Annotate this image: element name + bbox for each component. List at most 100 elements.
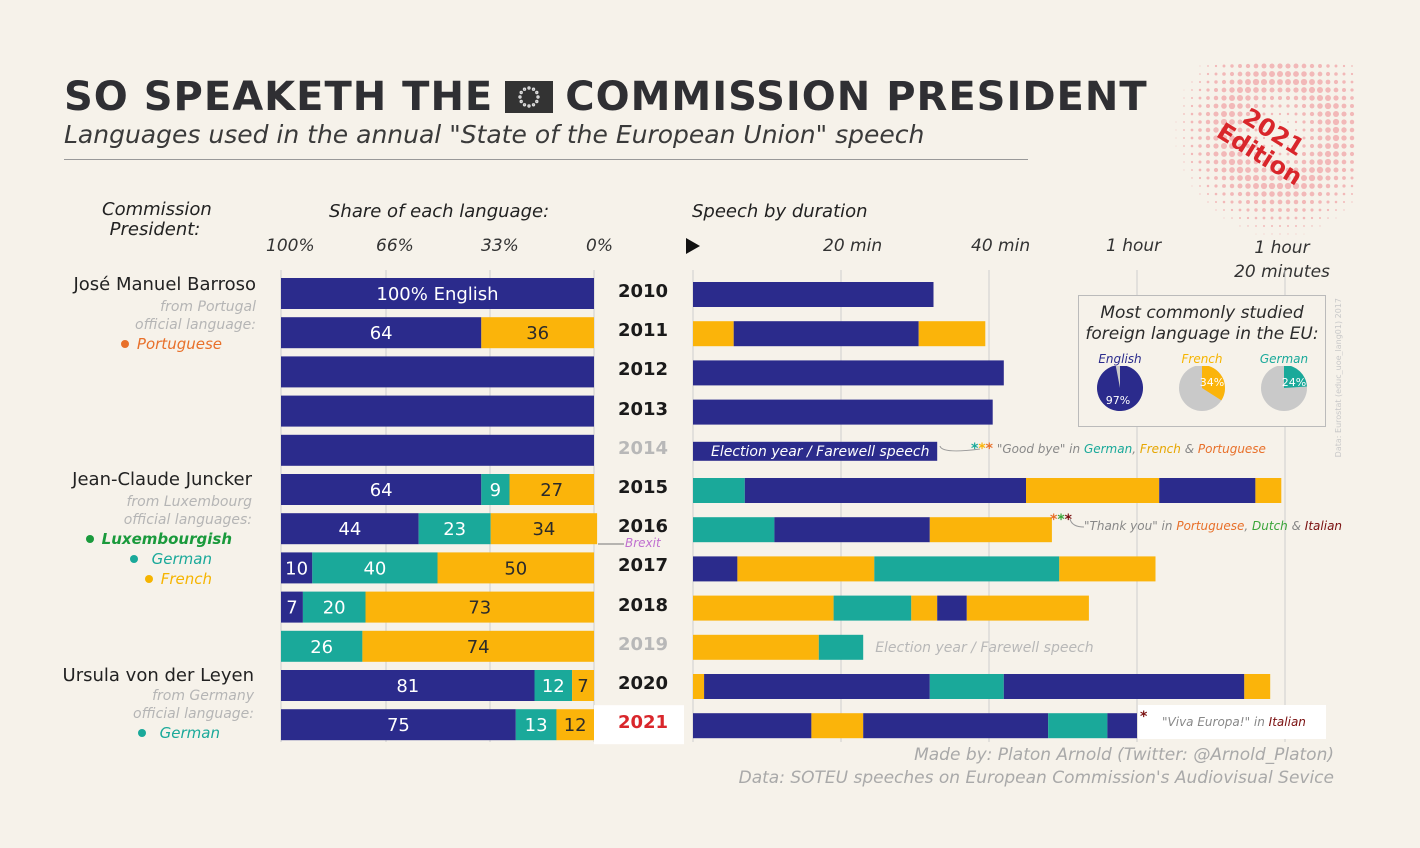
edition-dot: [1271, 137, 1273, 139]
annotation-2016-stars: ******: [1050, 512, 1072, 528]
edition-dot: [1253, 191, 1259, 197]
duration-bar-2021-2: [863, 713, 1049, 739]
edition-dot: [1301, 199, 1307, 205]
edition-dot: [1175, 121, 1177, 123]
edition-dot: [1229, 143, 1235, 149]
edition-dot: [1245, 119, 1251, 125]
flag-star: [527, 104, 531, 108]
edition-dot: [1343, 209, 1345, 211]
edition-dot: [1319, 217, 1321, 219]
edition-dot: [1254, 128, 1258, 132]
edition-dot: [1229, 95, 1235, 101]
edition-dot: [1317, 183, 1323, 189]
share-label-2016-english: 44: [338, 519, 361, 540]
edition-dot: [1302, 216, 1306, 220]
edition-dot: [1301, 87, 1307, 93]
president-official: official languages:: [123, 512, 252, 528]
edition-dot: [1342, 72, 1346, 76]
edition-dot: [1254, 144, 1258, 148]
edition-dot: [1285, 79, 1291, 85]
edition-dot: [1286, 224, 1290, 228]
share-label-2016-german: 23: [443, 519, 466, 540]
share-bar-2011-french: [481, 317, 594, 349]
share-label-2011-french: 36: [526, 323, 549, 344]
language-dot-icon: [120, 340, 129, 348]
edition-dot: [1293, 175, 1299, 181]
duration-bar-2018-3: [937, 595, 967, 621]
edition-dot: [1309, 191, 1315, 197]
share-label-2020-german: 12: [542, 676, 565, 697]
edition-dot: [1254, 208, 1258, 212]
duration-bar-2014-0: [693, 441, 938, 461]
share-bar-2018-french: [365, 591, 594, 623]
edition-dot: [1341, 151, 1347, 157]
pie-label-german: German: [1259, 352, 1309, 366]
year-label-2016: 2016: [617, 516, 669, 538]
share-bar-2020-english: [281, 670, 535, 701]
edition-dot: [1183, 153, 1185, 155]
duration-bar-2020-4: [1244, 674, 1271, 699]
edition-dot: [1350, 176, 1354, 180]
edition-dot: [1276, 182, 1284, 190]
edition-dot: [1310, 208, 1314, 212]
edition-dot: [1262, 144, 1266, 148]
edition-dot: [1239, 217, 1241, 219]
edition-dot: [1237, 71, 1243, 77]
edition-dot: [1269, 95, 1275, 101]
president-name: Ursula von der Leyen: [62, 665, 254, 686]
edition-dot: [1333, 103, 1339, 109]
edition-dot: [1191, 177, 1193, 179]
edition-dot: [1301, 183, 1307, 189]
share-bar-2018-english: [281, 591, 303, 623]
edition-dot: [1285, 63, 1291, 69]
edition-dot: [1269, 79, 1275, 85]
edition-dot: [1191, 89, 1193, 91]
duration-tick-80: 1 hour 20 minutes: [1234, 238, 1330, 282]
edition-dot: [1199, 73, 1201, 75]
edition-dot: [1206, 176, 1210, 180]
edition-dot: [1302, 208, 1306, 212]
edition-dot: [1262, 208, 1266, 212]
edition-dot: [1245, 71, 1251, 77]
edition-dot: [1316, 166, 1324, 174]
edition-dot: [1260, 182, 1268, 190]
share-bar-2016-english: [281, 513, 419, 545]
edition-dot: [1324, 102, 1332, 110]
edition-dot: [1286, 208, 1290, 212]
edition-dot: [1261, 71, 1267, 77]
edition-dot: [1220, 118, 1228, 126]
edition-dot: [1277, 95, 1283, 101]
share-bar-2019-french: [362, 630, 594, 662]
edition-dot: [1276, 70, 1284, 78]
pie-value-french: 34%: [1200, 376, 1224, 389]
edition-dot: [1183, 129, 1185, 131]
edition-dot: [1332, 134, 1340, 142]
edition-dot: [1318, 64, 1322, 68]
edition-dot: [1286, 144, 1290, 148]
language-dot-icon: [137, 729, 146, 737]
duration-bar-2021-3: [1048, 713, 1108, 739]
edition-dot: [1236, 94, 1244, 102]
edition-dot: [1342, 176, 1346, 180]
edition-dot: [1302, 144, 1306, 148]
edition-dot: [1229, 119, 1235, 125]
year-label-2011: 2011: [617, 320, 669, 342]
president-from: from Portugal: [160, 299, 256, 315]
edition-dot: [1334, 64, 1338, 68]
edition-dot: [1245, 159, 1251, 165]
flag-star: [536, 95, 540, 99]
flag-star: [519, 99, 524, 104]
share-label-2018-english: 7: [286, 598, 297, 619]
edition-dot: [1303, 225, 1305, 227]
edition-dot: [1230, 192, 1234, 196]
year-label-2021: 2021: [617, 712, 669, 734]
edition-dot: [1309, 111, 1315, 117]
president-language: Portuguese: [2, 335, 222, 353]
edition-dot: [1199, 185, 1201, 187]
edition-dot: [1279, 121, 1281, 123]
edition-dot: [1341, 127, 1347, 133]
duration-bar-2020-1: [704, 674, 930, 699]
edition-dot: [1229, 183, 1235, 189]
edition-dot: [1245, 183, 1251, 189]
inset-title: Most commonly studied foreign language i…: [1085, 303, 1319, 344]
